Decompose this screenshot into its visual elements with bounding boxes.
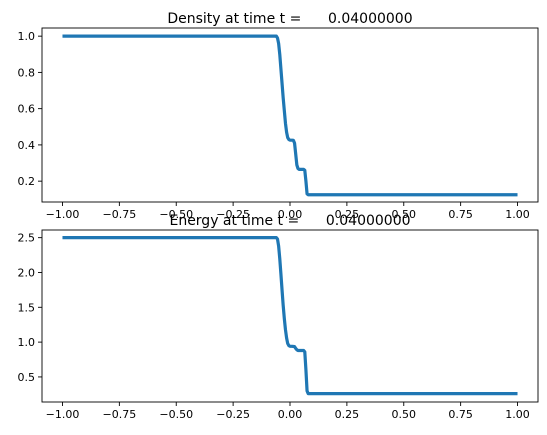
density-x-tick-label: 0.75 [448, 208, 473, 221]
density-x-tick-label: −0.75 [102, 208, 136, 221]
density-y-tick-label: 0.8 [18, 66, 36, 79]
energy-x-tick-label: −0.50 [159, 408, 193, 421]
density-series-line [62, 34, 518, 197]
energy-x-tick-label: 0.00 [278, 408, 303, 421]
energy-y-ticks: 0.5 1.0 1.5 2.0 2.5 [18, 232, 42, 384]
density-x-tick-label: 0.00 [278, 208, 303, 221]
energy-plot-frame [41, 229, 539, 403]
energy-x-tick-label: −0.75 [102, 408, 136, 421]
energy-x-tick-label: −0.25 [216, 408, 250, 421]
density-axes: −1.00 −0.75 −0.50 −0.25 0.00 0.25 0.50 0.75 1.00… [18, 11, 539, 221]
density-y-ticks: 0.2 0.4 0.6 0.8 1.0 [18, 30, 42, 188]
density-x-tick-label: 0.25 [335, 208, 360, 221]
density-x-tick-label: −1.00 [46, 208, 80, 221]
density-chart-title: Density at time t = 0.04000000 [167, 11, 412, 27]
energy-chart-title: Energy at time t = 0.04000000 [169, 213, 410, 229]
energy-y-tick-label: 0.5 [18, 371, 36, 384]
energy-x-tick-label: 0.75 [448, 408, 473, 421]
energy-y-tick-label: 2.0 [18, 266, 36, 279]
energy-y-tick-label: 1.0 [18, 336, 36, 349]
density-x-tick-label: 0.50 [392, 208, 417, 221]
density-x-tick-label: 1.00 [505, 208, 530, 221]
energy-y-tick-label: 1.5 [18, 301, 36, 314]
energy-series-line [62, 236, 518, 396]
density-y-tick-label: 0.2 [18, 175, 36, 188]
density-x-ticks: −1.00 −0.75 −0.50 −0.25 0.00 0.25 0.50 0.75 1.00 [46, 202, 530, 221]
energy-x-tick-label: 1.00 [505, 408, 530, 421]
energy-x-ticks: −1.00 −0.75 −0.50 −0.25 0.00 0.25 0.50 0.75 1.00 [46, 402, 530, 421]
density-y-tick-label: 0.4 [18, 139, 36, 152]
energy-axes: −1.00 −0.75 −0.50 −0.25 0.00 0.25 0.50 0.75 1.00… [18, 213, 539, 421]
density-y-tick-label: 0.6 [18, 103, 36, 116]
energy-x-tick-label: −1.00 [46, 408, 80, 421]
density-plot-frame [41, 27, 539, 203]
density-x-tick-label: −0.25 [216, 208, 250, 221]
density-x-tick-label: −0.50 [159, 208, 193, 221]
energy-y-tick-label: 2.5 [18, 232, 36, 245]
energy-x-tick-label: 0.50 [392, 408, 417, 421]
density-y-tick-label: 1.0 [18, 30, 36, 43]
energy-x-tick-label: 0.25 [335, 408, 360, 421]
